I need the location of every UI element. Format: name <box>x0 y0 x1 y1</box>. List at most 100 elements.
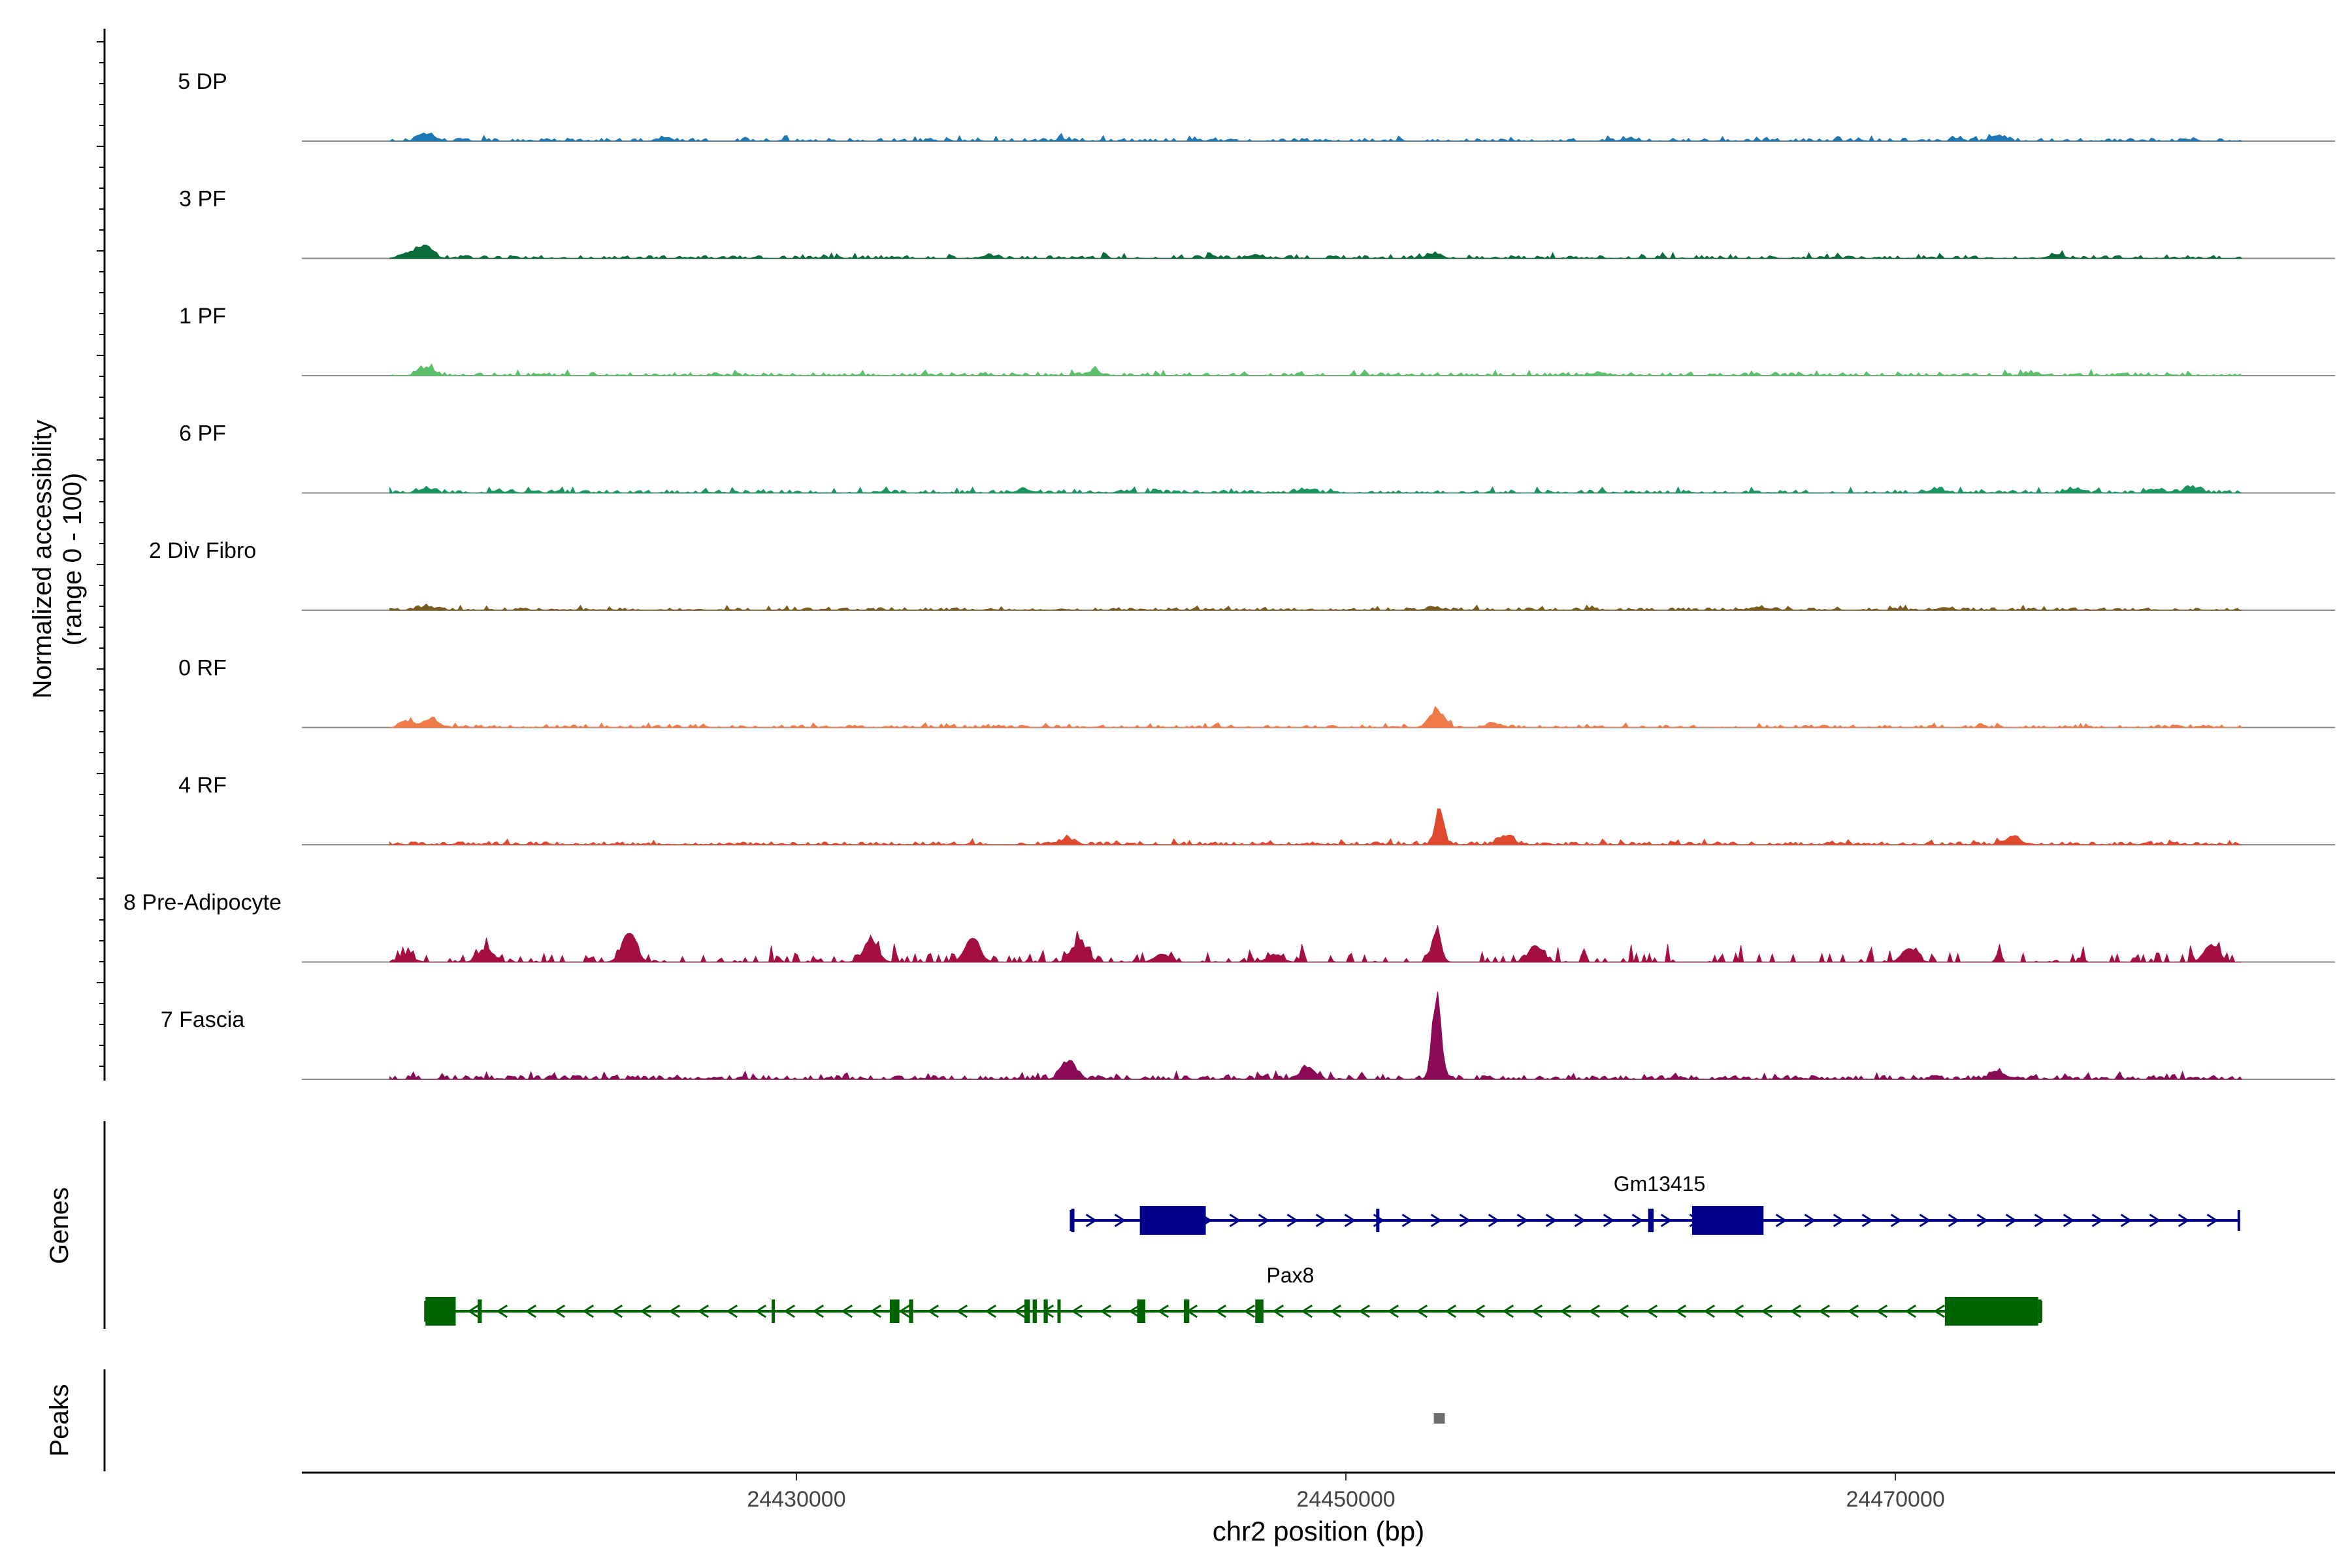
strand-chevron <box>2091 1213 2104 1228</box>
strand-chevron <box>1789 1304 1802 1318</box>
strand-chevron <box>1128 1304 1141 1318</box>
track-signal <box>389 485 2242 494</box>
gene-exon <box>1183 1299 1190 1323</box>
gene-exon <box>1024 1299 1030 1323</box>
coverage-track: 3 PF <box>179 187 2335 259</box>
strand-chevron <box>1674 1304 1687 1318</box>
genes-axis-title: Genes <box>45 1187 74 1264</box>
strand-chevron <box>525 1304 537 1318</box>
strand-chevron <box>985 1304 997 1318</box>
coverage-track: 2 Div Fibro <box>149 538 2335 611</box>
strand-chevron <box>1430 1213 1443 1228</box>
strand-chevron <box>2005 1213 2017 1228</box>
strand-chevron <box>1445 1304 1457 1318</box>
strand-chevron <box>1215 1304 1227 1318</box>
strand-chevron <box>640 1304 652 1318</box>
strand-chevron <box>1401 1213 1414 1228</box>
gene-exon <box>1137 1299 1146 1323</box>
strand-chevron <box>1459 1213 1471 1228</box>
strand-chevron <box>812 1304 825 1318</box>
strand-chevron <box>2206 1213 2219 1228</box>
strand-chevron <box>1330 1304 1342 1318</box>
strand-chevron <box>1904 1304 1917 1318</box>
track-label: 7 Fascia <box>161 1007 245 1032</box>
strand-chevron <box>1502 1304 1514 1318</box>
gene-model: Gm13415 <box>1070 1172 2240 1235</box>
y-axis-title-line2: (range 0 - 100) <box>58 473 87 646</box>
strand-chevron <box>2063 1213 2075 1228</box>
strand-chevron <box>1703 1304 1716 1318</box>
strand-chevron <box>1531 1304 1543 1318</box>
track-label: 2 Div Fibro <box>149 538 256 563</box>
track-label: 3 PF <box>179 187 226 212</box>
strand-chevron <box>1560 1304 1572 1318</box>
gene-exon <box>2038 1299 2042 1323</box>
strand-chevron <box>1013 1304 1026 1318</box>
strand-chevron <box>1473 1304 1486 1318</box>
strand-chevron <box>668 1304 681 1318</box>
track-signal <box>389 363 2243 376</box>
strand-chevron <box>1646 1304 1658 1318</box>
coverage-track: 0 RF <box>178 656 2335 728</box>
track-signal <box>389 991 2242 1081</box>
coverage-track: 6 PF <box>179 421 2335 494</box>
y-axis-title-line1: Normalized accessibility <box>28 420 57 699</box>
gene-exon <box>1255 1299 1264 1323</box>
gene-exon <box>425 1297 456 1326</box>
strand-chevron <box>697 1304 710 1318</box>
gene-label: Pax8 <box>1267 1264 1315 1287</box>
x-tick-label: 24470000 <box>1846 1487 1944 1512</box>
track-label: 0 RF <box>178 656 227 681</box>
strand-chevron <box>841 1304 853 1318</box>
strand-chevron <box>2178 1213 2190 1228</box>
gene-exon <box>1043 1299 1048 1323</box>
strand-chevron <box>2120 1213 2132 1228</box>
strand-chevron <box>1818 1304 1831 1318</box>
strand-chevron <box>1847 1304 1859 1318</box>
strand-chevron <box>726 1304 738 1318</box>
strand-chevron <box>755 1304 767 1318</box>
strand-chevron <box>1631 1213 1644 1228</box>
strand-chevron <box>927 1304 939 1318</box>
strand-chevron <box>1775 1213 1788 1228</box>
coverage-track: 7 Fascia <box>161 991 2335 1081</box>
peaks-track <box>1433 1413 1445 1424</box>
track-signal <box>389 706 2243 728</box>
strand-chevron <box>1919 1213 1931 1228</box>
coverage-track: 5 DP <box>178 69 2335 142</box>
strand-chevron <box>1272 1304 1284 1318</box>
strand-chevron <box>1516 1213 1529 1228</box>
strand-chevron <box>1603 1213 1615 1228</box>
track-signal <box>389 132 2243 142</box>
gene-exon <box>1376 1209 1380 1232</box>
strand-chevron <box>1416 1304 1428 1318</box>
gene-exon <box>1648 1209 1654 1232</box>
strand-chevron <box>1229 1213 1241 1228</box>
x-tick-label: 24430000 <box>747 1487 845 1512</box>
strand-chevron <box>611 1304 623 1318</box>
track-label: 5 DP <box>178 69 227 94</box>
strand-chevron <box>1933 1304 1946 1318</box>
gene-exon <box>772 1299 776 1323</box>
gene-label: Gm13415 <box>1614 1172 1706 1196</box>
gene-model: Pax8 <box>424 1264 2043 1326</box>
gene-exon <box>909 1299 913 1323</box>
track-label: 8 Pre-Adipocyte <box>123 890 282 915</box>
track-signal <box>389 603 2242 611</box>
strand-chevron <box>1574 1213 1586 1228</box>
strand-chevron <box>1761 1304 1773 1318</box>
strand-chevron <box>1071 1304 1083 1318</box>
strand-chevron <box>1660 1213 1673 1228</box>
strand-chevron <box>1286 1213 1299 1228</box>
gene-exon <box>1944 1297 2038 1326</box>
strand-chevron <box>1258 1213 1270 1228</box>
track-label: 4 RF <box>178 773 227 798</box>
peak-region <box>1433 1413 1445 1424</box>
strand-chevron <box>1315 1213 1328 1228</box>
strand-chevron <box>496 1304 508 1318</box>
strand-chevron <box>1157 1304 1169 1318</box>
gene-exon <box>1032 1299 1037 1323</box>
strand-chevron <box>1833 1213 1845 1228</box>
y-tick-marks <box>97 41 105 1067</box>
strand-chevron <box>1948 1213 1960 1228</box>
